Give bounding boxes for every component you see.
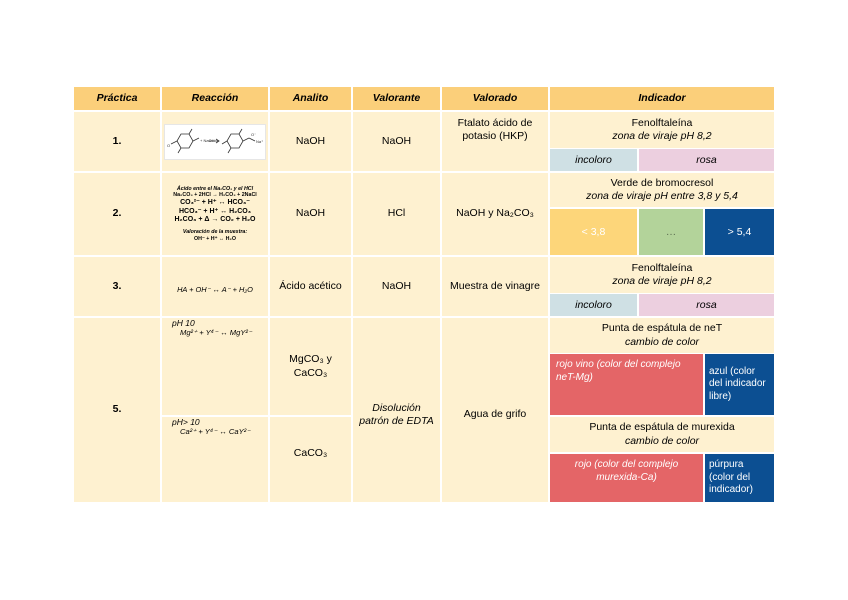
row5-swatch-rojo: rojo (color del complejo murexida-Ca) — [550, 454, 703, 502]
row3-valorado: Muestra de vinagre — [442, 257, 548, 316]
row1-indicator: Fenolftaleína zona de viraje pH 8,2 — [550, 112, 774, 148]
row2-swatch-yellow: < 3,8 — [550, 209, 637, 255]
row2-eq-5: OH⁻ + H⁺ ↔ H₂O — [194, 235, 236, 242]
row2-swatch-blue: > 5,4 — [705, 209, 774, 255]
practices-table: Práctica Reacción Analito Valorante Valo… — [74, 87, 774, 502]
row5-valorado-text: Agua de grifo — [463, 408, 527, 421]
row5-practica: 5. — [74, 318, 160, 502]
row2-eq-2: CO₃²⁻ + H⁺ ↔ HCO₃⁻ — [180, 198, 250, 206]
row2-valorado: NaOH y Na₂CO₃ — [442, 173, 548, 255]
phthalate-structure-image: + NaOH O⁻ Na⁺ O — [164, 123, 266, 160]
row2-eq-label: Valoración de la muestra: — [182, 229, 248, 236]
header-practica: Práctica — [74, 87, 160, 110]
row5-ind-b-name: Punta de espátula de murexida — [589, 421, 735, 434]
row1-indicator-range: zona de viraje pH 8,2 — [612, 130, 712, 142]
row5-cond-b: pH> 10 — [172, 417, 200, 427]
row2-indicator-name: Verde de bromocresol — [610, 176, 714, 189]
row3-indicator: Fenolftaleína zona de viraje pH 8,2 — [550, 257, 774, 293]
row2-swatch-green: … — [639, 209, 703, 255]
row5-ind-a-name: Punta de espátula de neT — [601, 322, 723, 335]
header-reaccion: Reacción — [162, 87, 268, 110]
header-analito: Analito — [270, 87, 351, 110]
row1-swatch-rosa: rosa — [639, 149, 774, 171]
row5-reaction-b: Ca²⁺ + Y⁴⁻ ↔ CaY²⁻ — [180, 427, 251, 437]
row3-swatch-incoloro: incoloro — [550, 294, 637, 316]
svg-text:O: O — [167, 143, 170, 148]
row5-swatch-purpura: púrpura (color del indicador) — [705, 454, 774, 502]
row5-reaccion-b: pH> 10 Ca²⁺ + Y⁴⁻ ↔ CaY²⁻ — [162, 417, 268, 502]
row1-swatch-incoloro: incoloro — [550, 149, 637, 171]
row3-reaccion: HA + OH⁻ ↔ A⁻ + H₂O — [162, 257, 268, 316]
row2-analito: NaOH — [270, 173, 351, 255]
row5-valorante: Disolución patrón de EDTA — [353, 318, 440, 502]
row2-valorante: HCl — [353, 173, 440, 255]
row3-indicator-range: zona de viraje pH 8,2 — [612, 275, 712, 287]
row5-reaction-a: Mg²⁺ + Y⁴⁻ ↔ MgY²⁻ — [180, 328, 252, 338]
row3-indicator-name: Fenolftaleína — [631, 261, 693, 274]
row5-cond-a: pH 10 — [172, 318, 195, 328]
svg-text:O⁻: O⁻ — [251, 132, 256, 137]
header-valorado: Valorado — [442, 87, 548, 110]
row5-valorado: Agua de grifo — [442, 318, 548, 502]
row1-valorado: Ftalato ácido de potasio (HKP) — [442, 112, 548, 171]
row5-valorante-text: Disolución patrón de EDTA — [359, 401, 434, 427]
row2-reaccion: Ácido entre el Na₂CO₃ y el HCl Na₂CO₃ + … — [162, 173, 268, 255]
row5-swatch-azul: azul (color del indicador libre) — [705, 354, 774, 415]
row3-swatch-rosa: rosa — [639, 294, 774, 316]
row5-ind-b-sub: cambio de color — [624, 434, 700, 447]
row5-reaccion-a: pH 10 Mg²⁺ + Y⁴⁻ ↔ MgY²⁻ — [162, 318, 268, 415]
row2-eq-3: HCO₃⁻ + H⁺ ↔ H₂CO₃ — [178, 207, 251, 215]
svg-text:+ NaOH: + NaOH — [200, 138, 215, 143]
row5-analito-a: MgCO₃ y CaCO₃ — [270, 318, 351, 415]
row2-eq-title: Ácido entre el Na₂CO₃ y el HCl — [176, 185, 254, 192]
row1-valorante: NaOH — [353, 112, 440, 171]
row2-eq-4: H₂CO₃ + Δ → CO₂ + H₂O — [174, 216, 256, 224]
row1-analito: NaOH — [270, 112, 351, 171]
row5-swatch-vino: rojo vino (color del complejo neT-Mg) — [550, 354, 703, 415]
row1-reaccion: + NaOH O⁻ Na⁺ O — [162, 112, 268, 171]
row5-analito-b: CaCO₃ — [270, 417, 351, 502]
row5-analito-a-text: MgCO₃ y CaCO₃ — [289, 353, 332, 379]
row1-practica: 1. — [74, 112, 160, 171]
row3-analito: Ácido acético — [270, 257, 351, 316]
header-valorante: Valorante — [353, 87, 440, 110]
row5-indicator-b: Punta de espátula de murexida cambio de … — [550, 417, 774, 452]
row5-indicator-a: Punta de espátula de neT cambio de color — [550, 318, 774, 353]
row1-indicator-name: Fenolftaleína — [631, 116, 693, 129]
row2-eq-1: Na₂CO₃ + 2HCl → H₂CO₃ + 2NaCl — [173, 192, 257, 199]
row5-ind-a-sub: cambio de color — [624, 335, 700, 348]
header-indicador: Indicador — [550, 87, 774, 110]
row2-indicator: Verde de bromocresol zona de viraje pH e… — [550, 173, 774, 207]
row1-valorado-text: Ftalato ácido de potasio (HKP) — [457, 117, 533, 143]
row3-practica: 3. — [74, 257, 160, 316]
row2-practica: 2. — [74, 173, 160, 255]
row3-valorante: NaOH — [353, 257, 440, 316]
svg-text:Na⁺: Na⁺ — [256, 139, 263, 144]
row2-indicator-range: zona de viraje pH entre 3,8 y 5,4 — [586, 190, 738, 202]
